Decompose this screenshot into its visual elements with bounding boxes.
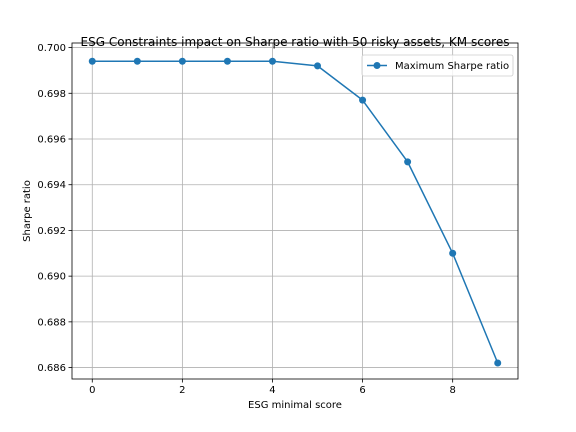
- data-point: [494, 359, 502, 367]
- y-tick-label: 0.686: [37, 363, 66, 374]
- legend-label: Maximum Sharpe ratio: [395, 61, 509, 72]
- y-tick-label: 0.698: [37, 89, 66, 100]
- series-layer: [88, 57, 502, 367]
- x-tick-label: 0: [89, 385, 95, 396]
- y-tick-label: 0.692: [37, 226, 66, 237]
- data-point: [223, 57, 231, 65]
- tick-layer: 0 2 4 6 8 0.686 0.688 0.690 0.692 0.694 0.696 0.698…: [37, 43, 456, 396]
- chart-title: ESG Constraints impact on Sharpe ratio w…: [81, 35, 510, 49]
- x-tick-label: 4: [269, 385, 275, 396]
- grid-layer: [72, 43, 518, 379]
- series-line: [92, 60, 499, 364]
- legend: Maximum Sharpe ratio: [361, 54, 514, 77]
- x-tick-label: 2: [179, 385, 185, 396]
- data-point: [178, 57, 186, 65]
- x-axis-label: ESG minimal score: [248, 400, 342, 411]
- x-tick-label: 6: [359, 385, 365, 396]
- data-point: [449, 249, 457, 257]
- y-tick-label: 0.700: [37, 43, 66, 54]
- y-tick-label: 0.690: [37, 272, 66, 283]
- data-point: [88, 57, 96, 65]
- x-tick-label: 8: [449, 385, 455, 396]
- data-point: [314, 62, 322, 70]
- legend-marker: [373, 62, 381, 69]
- y-tick-label: 0.694: [37, 180, 66, 191]
- data-point: [268, 57, 276, 65]
- legend-box: [361, 54, 514, 77]
- plot-area-frame: [71, 42, 519, 380]
- y-tick-label: 0.688: [37, 317, 66, 328]
- data-point: [359, 96, 367, 104]
- data-point: [133, 57, 141, 65]
- data-point: [404, 158, 412, 166]
- y-axis-label: Sharpe ratio: [22, 180, 33, 242]
- y-tick-label: 0.696: [37, 135, 66, 146]
